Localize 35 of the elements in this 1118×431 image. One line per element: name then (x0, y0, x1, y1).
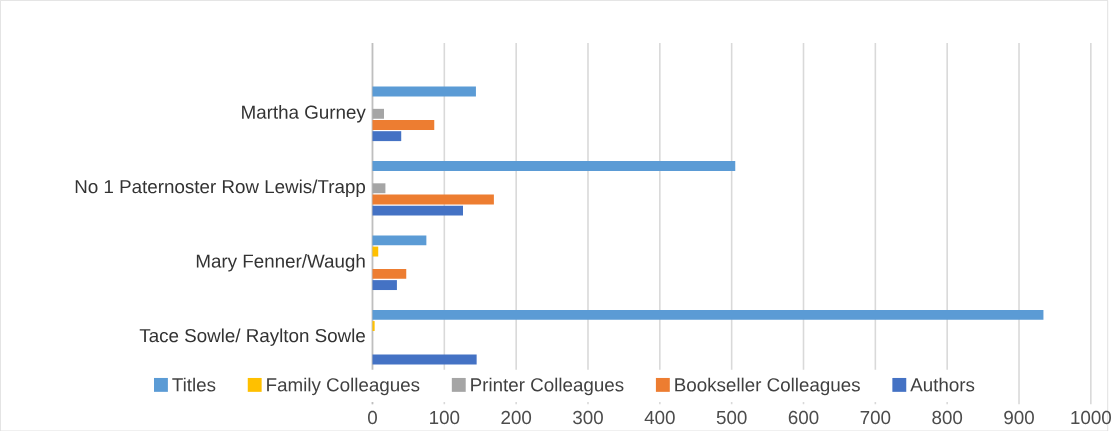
bar (372, 205, 463, 216)
legend-label: Bookseller Colleagues (675, 377, 860, 395)
x-tick-label: 300 (573, 410, 603, 424)
bar (372, 279, 397, 290)
x-tick-label: 600 (788, 410, 819, 424)
x-tick-label: 500 (716, 410, 747, 424)
bar (372, 108, 384, 119)
y-tick-label: Tace Sowle/ Raylton Sowle (139, 328, 365, 346)
bar (372, 160, 736, 171)
x-tick-label: 1000 (1071, 410, 1111, 424)
x-tick-label: 900 (1004, 410, 1034, 424)
legend-label: Family Colleagues (267, 377, 420, 395)
legend-label: Printer Colleagues (471, 377, 624, 395)
x-tick-label: 700 (860, 410, 891, 424)
bar (372, 183, 386, 194)
x-tick-label: 0 (368, 410, 377, 424)
x-tick-label: 200 (501, 410, 532, 424)
x-tick-label: 400 (644, 410, 675, 424)
bar (372, 246, 379, 257)
bar (372, 130, 402, 141)
x-tick-label: 800 (932, 410, 963, 424)
y-tick-label: Martha Gurney (242, 104, 366, 123)
bar (372, 119, 435, 130)
y-tick-label: No 1 Paternoster Row Lewis/Trapp (75, 179, 366, 197)
bar (372, 309, 1044, 320)
legend-label: Titles (172, 377, 216, 392)
x-tick-label: 100 (430, 410, 460, 424)
y-tick-label: Mary Fenner/Waugh (196, 253, 365, 272)
bar (372, 320, 375, 331)
bar (372, 268, 407, 279)
legend-label: Authors (910, 377, 975, 392)
bar (372, 86, 476, 97)
bar (372, 235, 427, 246)
bar (372, 354, 477, 365)
bar (372, 194, 494, 205)
